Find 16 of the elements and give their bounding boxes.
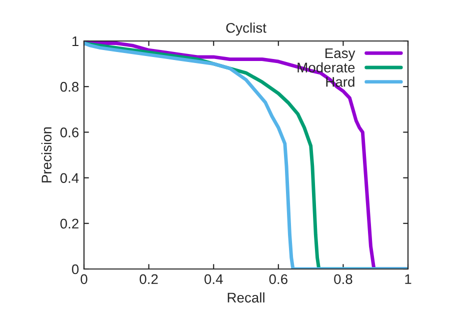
x-tick-label: 0.4 — [204, 274, 223, 284]
x-tick-label: 0 — [80, 274, 88, 284]
x-tick-label: 1 — [405, 274, 412, 284]
y-tick-label: 0.4 — [60, 173, 79, 183]
y-tick-label: 0.8 — [60, 82, 79, 92]
legend-label: Easy — [325, 48, 356, 61]
x-axis-title: Recall — [228, 292, 264, 303]
x-tick-label: 0.8 — [334, 274, 352, 284]
y-tick-label: 0.6 — [60, 128, 79, 138]
y-tick-label: 0.2 — [60, 218, 78, 229]
x-tick-label: 0.2 — [140, 274, 158, 284]
y-axis-title: Precision — [41, 127, 52, 182]
chart-title: Cyclist — [226, 22, 266, 36]
x-tick-label: 0.6 — [269, 274, 288, 284]
y-tick-label: 1 — [72, 36, 78, 46]
y-tick-label: 0 — [72, 264, 79, 274]
